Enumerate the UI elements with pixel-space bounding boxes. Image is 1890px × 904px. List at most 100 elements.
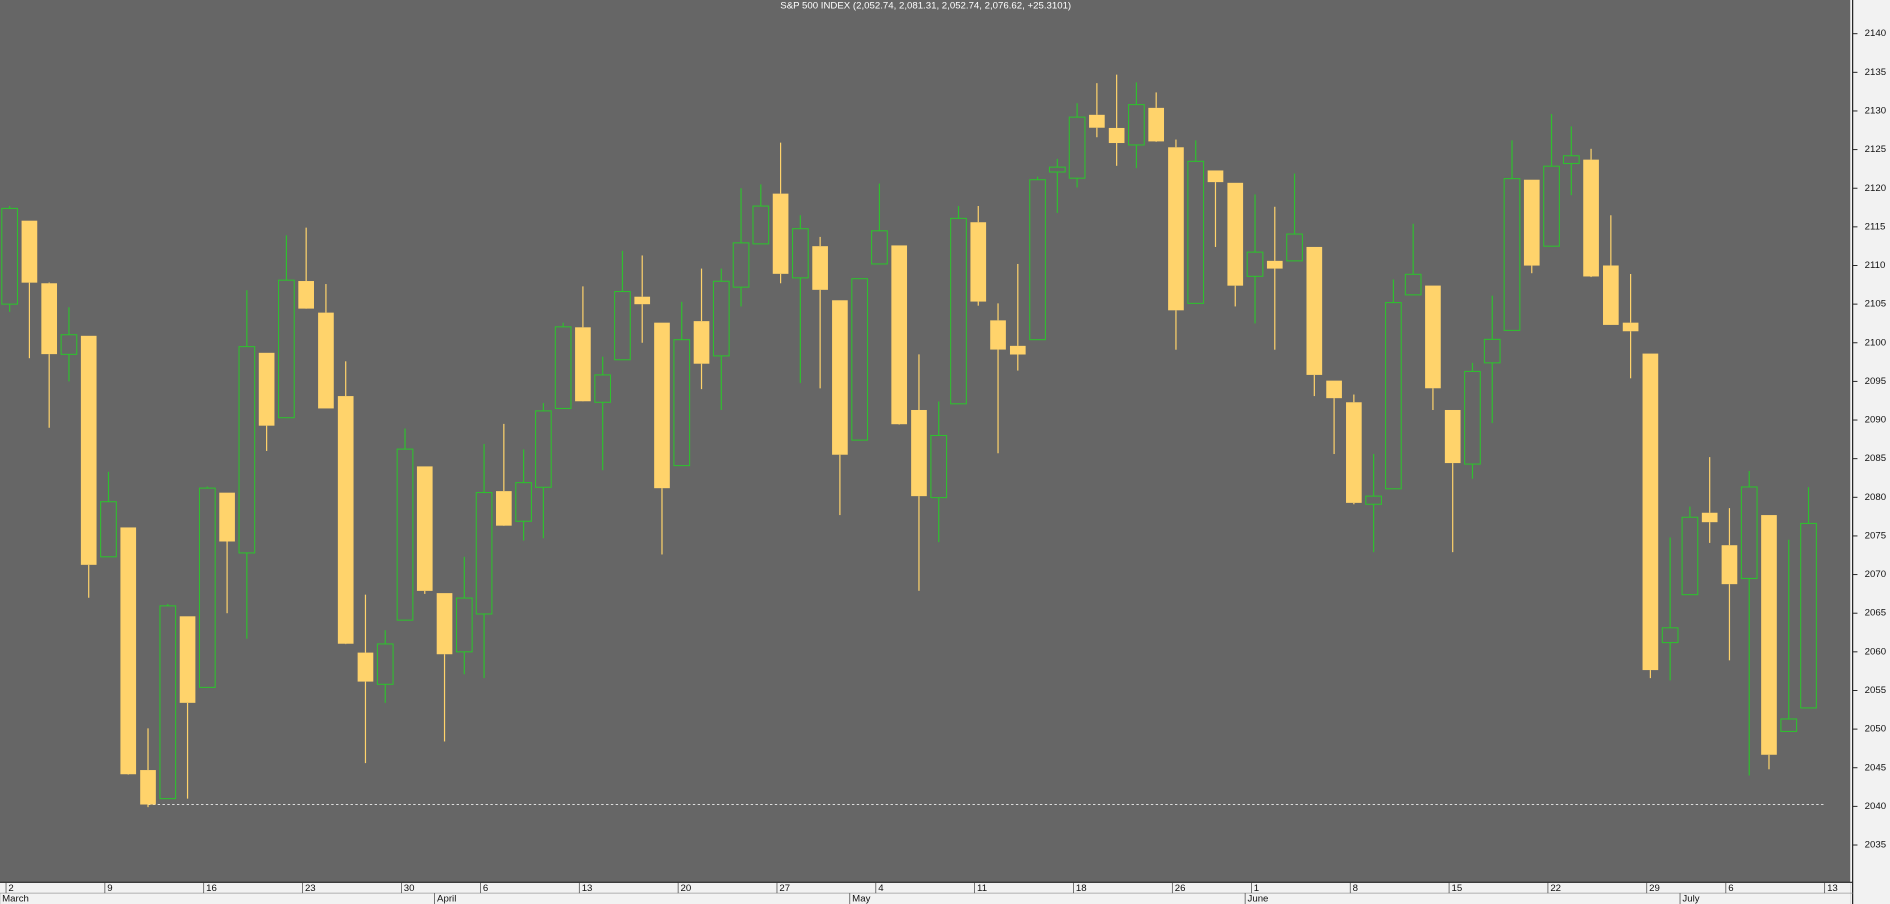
candle-body bbox=[1207, 170, 1224, 183]
x-tick-label: 4 bbox=[878, 883, 884, 894]
candle-body bbox=[1365, 495, 1383, 505]
candle-body bbox=[1404, 273, 1422, 296]
y-tick-label: 2105 bbox=[1865, 299, 1886, 310]
x-tick-label: 1 bbox=[1254, 883, 1259, 894]
x-tick-label: 29 bbox=[1649, 883, 1660, 894]
x-tick-label: 8 bbox=[1353, 883, 1358, 894]
candle-body bbox=[100, 501, 117, 558]
candle-body bbox=[515, 482, 532, 522]
candle-body bbox=[298, 281, 314, 309]
candle-body bbox=[1266, 260, 1283, 269]
candle-body bbox=[851, 278, 869, 441]
candle-body bbox=[1721, 545, 1738, 585]
candle-body bbox=[416, 466, 433, 591]
y-tick-label: 2085 bbox=[1865, 453, 1886, 464]
x-tick-label: 26 bbox=[1175, 883, 1186, 894]
candle-body bbox=[772, 193, 789, 274]
candle-body bbox=[871, 230, 888, 265]
candle-body bbox=[1425, 285, 1441, 389]
candle-body bbox=[159, 605, 177, 800]
candle-body bbox=[1483, 338, 1501, 364]
candle-body bbox=[930, 434, 948, 499]
candle-body bbox=[496, 491, 512, 526]
y-tick-label: 2065 bbox=[1865, 608, 1886, 619]
x-tick-label: 11 bbox=[977, 883, 987, 894]
candle-body bbox=[673, 339, 691, 467]
candle-body bbox=[337, 396, 354, 644]
candle-body bbox=[1187, 160, 1205, 304]
candle-body bbox=[891, 245, 908, 425]
x-tick-label: 16 bbox=[206, 883, 217, 894]
candle-body bbox=[1780, 718, 1798, 732]
candle-body bbox=[278, 279, 295, 419]
candle-body bbox=[1543, 165, 1560, 247]
candle-body bbox=[634, 296, 651, 305]
candle-body bbox=[1227, 182, 1244, 286]
x-tick-label: 30 bbox=[404, 883, 415, 894]
candle-body bbox=[1583, 159, 1599, 277]
x-tick-label: 20 bbox=[681, 883, 692, 894]
y-tick-label: 2075 bbox=[1865, 530, 1886, 541]
y-tick-label: 2055 bbox=[1865, 685, 1886, 696]
candle-body bbox=[475, 491, 493, 615]
x-tick-label: 9 bbox=[107, 883, 112, 894]
candle-body bbox=[1681, 516, 1699, 596]
y-tick-label: 2090 bbox=[1865, 415, 1886, 426]
candle-body bbox=[1661, 627, 1679, 644]
candle-body bbox=[1701, 512, 1718, 523]
x-tick-label: 2 bbox=[8, 883, 13, 894]
x-tick-label: 15 bbox=[1451, 883, 1462, 894]
y-tick-label: 2120 bbox=[1865, 183, 1886, 194]
y-tick-label: 2040 bbox=[1865, 801, 1886, 812]
month-label: March bbox=[2, 894, 29, 904]
candle-body bbox=[990, 320, 1006, 350]
candle-body bbox=[614, 290, 631, 361]
candle-body bbox=[1286, 233, 1303, 262]
candle-body bbox=[1800, 522, 1817, 709]
x-tick-label: 6 bbox=[483, 883, 488, 894]
candle-body bbox=[554, 326, 572, 409]
candle-body bbox=[1029, 179, 1046, 341]
x-tick-label: 23 bbox=[305, 883, 316, 894]
candle-body bbox=[21, 220, 38, 283]
candle-body bbox=[1642, 353, 1659, 671]
candle-body bbox=[357, 652, 374, 682]
candle-body bbox=[575, 327, 591, 402]
candle-body bbox=[318, 312, 334, 409]
candle-body bbox=[198, 487, 216, 688]
candle-body bbox=[238, 346, 256, 554]
candle-body bbox=[791, 228, 809, 279]
x-tick-label: 18 bbox=[1076, 883, 1087, 894]
candle-body bbox=[1523, 179, 1540, 266]
candle-body bbox=[1503, 178, 1521, 331]
candle-body bbox=[1306, 246, 1323, 375]
x-tick-label: 13 bbox=[582, 883, 593, 894]
month-label: June bbox=[1248, 894, 1269, 904]
candle-body bbox=[950, 217, 967, 405]
candle-body bbox=[258, 352, 275, 426]
y-tick-label: 2140 bbox=[1865, 28, 1886, 39]
candle-body bbox=[1246, 251, 1264, 277]
candle-body bbox=[911, 409, 927, 497]
y-tick-label: 2095 bbox=[1865, 376, 1886, 387]
candle-body bbox=[1089, 114, 1105, 128]
candle-body bbox=[1108, 127, 1125, 144]
x-tick-label: 13 bbox=[1827, 883, 1838, 894]
candle-body bbox=[693, 321, 710, 364]
candle-body bbox=[654, 322, 670, 489]
candle-body bbox=[1168, 147, 1184, 311]
candle-body bbox=[1464, 370, 1481, 465]
y-tick-label: 2135 bbox=[1865, 67, 1886, 78]
candle-body bbox=[436, 593, 453, 655]
y-axis-panel bbox=[1850, 0, 1890, 904]
candle-body bbox=[179, 616, 196, 703]
y-tick-label: 2080 bbox=[1865, 492, 1886, 503]
candle-body bbox=[376, 643, 394, 685]
month-label: April bbox=[437, 894, 456, 904]
candle-body bbox=[970, 222, 987, 302]
month-label: May bbox=[852, 894, 870, 904]
candle-body bbox=[1385, 302, 1402, 490]
candle-body bbox=[1346, 402, 1362, 503]
candle-body bbox=[812, 246, 828, 290]
